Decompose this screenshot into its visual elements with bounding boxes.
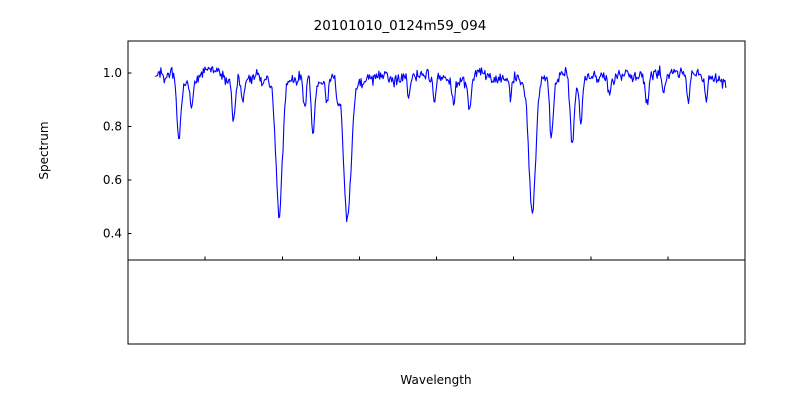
y-axis-label: Spectrum <box>37 121 51 179</box>
error-panel <box>127 259 746 345</box>
y-tick-label: 0.6 <box>103 173 122 187</box>
y-tick-label: 0.4 <box>103 226 122 240</box>
x-axis-label: Wavelength <box>400 373 471 387</box>
y-tick-label: 1.0 <box>103 66 122 80</box>
spectrum-panel: 0.4 0.6 0.8 1.0 Spectrum <box>37 40 746 261</box>
panel-border <box>127 259 746 345</box>
spectrum-trace <box>155 65 727 223</box>
page-title: 20101010_0124m59_094 <box>314 18 487 34</box>
y-tick-label: 0.8 <box>103 120 122 134</box>
